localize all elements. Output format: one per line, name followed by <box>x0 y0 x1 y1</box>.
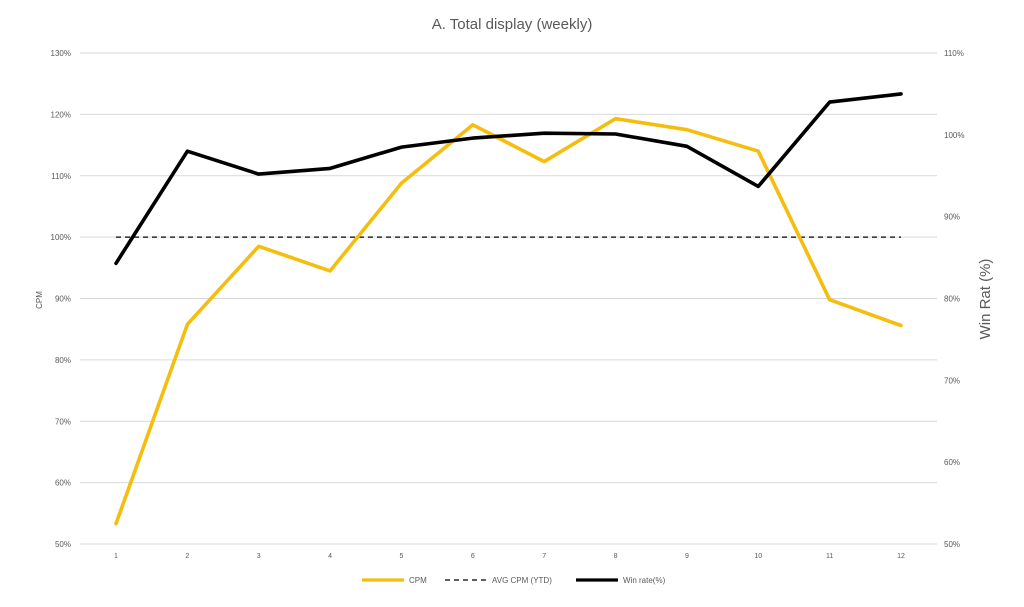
y2-tick-label: 60% <box>944 458 960 467</box>
y2-tick-label: 80% <box>944 295 960 304</box>
x-tick-label: 2 <box>185 553 189 560</box>
y2-tick-label: 90% <box>944 213 960 222</box>
x-tick-label: 9 <box>685 553 689 560</box>
legend-item: Win rate(%) <box>576 576 666 585</box>
grid-lines <box>80 52 937 545</box>
x-tick-label: 7 <box>542 553 546 560</box>
y-tick-label: 80% <box>55 356 71 365</box>
y2-tick-label: 50% <box>944 540 960 549</box>
series-line <box>114 116 903 526</box>
y2-tick-label: 110% <box>944 49 964 58</box>
legend-label: AVG CPM (YTD) <box>492 576 552 585</box>
y2-tick-label: 70% <box>944 376 960 385</box>
y-tick-label: 120% <box>51 110 71 119</box>
series-line <box>114 92 903 266</box>
x-tick-label: 1 <box>114 553 118 560</box>
series-lines <box>114 92 903 526</box>
x-tick-label: 8 <box>614 553 618 560</box>
y-tick-label: 90% <box>55 295 71 304</box>
x-tick-label: 3 <box>257 553 261 560</box>
y-axis-ticks: 50% 60% 70% 80% 90% 100% 110% 120% 130% <box>51 49 71 549</box>
x-tick-label: 5 <box>400 553 404 560</box>
x-tick-label: 10 <box>754 553 762 560</box>
y-tick-label: 100% <box>51 233 71 242</box>
y-tick-label: 60% <box>55 479 71 488</box>
legend-label: CPM <box>409 576 427 585</box>
legend-label: Win rate(%) <box>623 576 666 585</box>
y-axis-label: CPM <box>35 291 44 309</box>
y-tick-label: 50% <box>55 540 71 549</box>
x-tick-label: 12 <box>897 553 905 560</box>
x-tick-label: 4 <box>328 553 332 560</box>
x-tick-label: 11 <box>826 553 833 560</box>
legend-item: AVG CPM (YTD) <box>445 576 552 585</box>
y-tick-label: 130% <box>51 49 71 58</box>
x-tick-label: 6 <box>471 553 475 560</box>
chart-title: A. Total display (weekly) <box>432 16 593 33</box>
y2-axis-label: Win Rat (%) <box>977 259 994 340</box>
y-tick-label: 70% <box>55 417 71 426</box>
legend: CPM AVG CPM (YTD) Win rate(%) <box>362 576 666 585</box>
y-tick-label: 110% <box>51 172 71 181</box>
y2-axis-ticks: 50% 60% 70% 80% 90% 100% 110% <box>944 49 964 549</box>
x-axis-ticks: 1 2 3 4 5 6 7 8 9 10 11 12 <box>114 553 905 560</box>
legend-item: CPM <box>362 576 427 585</box>
y2-tick-label: 100% <box>944 131 964 140</box>
